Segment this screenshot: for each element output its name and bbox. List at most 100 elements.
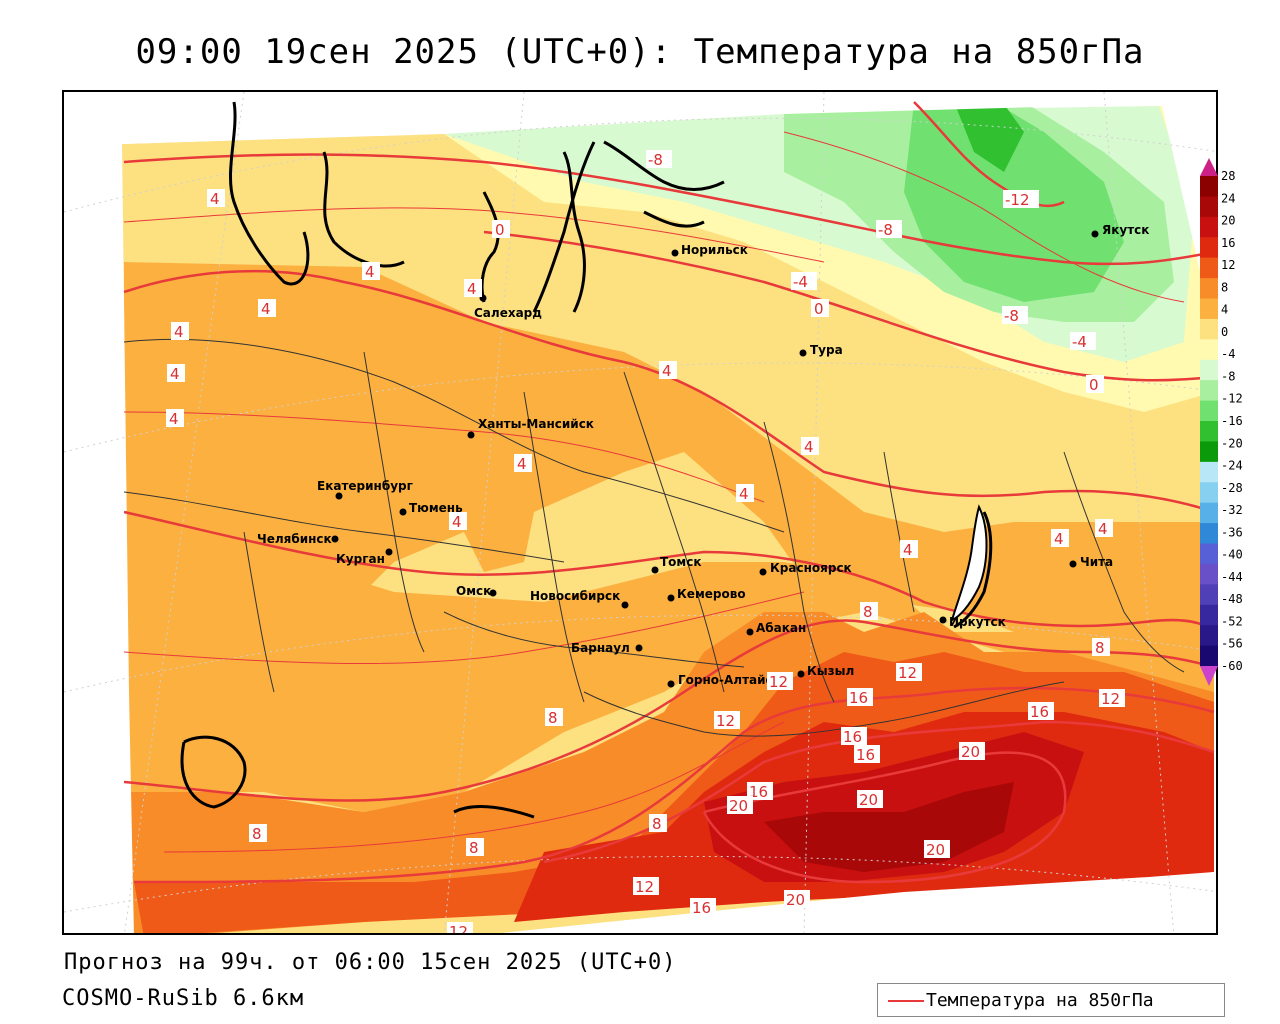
city-novosibirsk[interactable]: Новосибирск	[530, 589, 629, 609]
city-label: Салехард	[474, 306, 542, 320]
map-canvas: Якутск Норильск Салехард Тура Ханты-Манс…	[64, 92, 1216, 933]
svg-text:16: 16	[749, 783, 768, 801]
isoline-label: 16	[854, 745, 880, 764]
city-chita[interactable]: Чита	[1069, 555, 1114, 569]
city-label: Норильск	[681, 243, 748, 257]
city-tomsk[interactable]: Томск	[651, 555, 702, 574]
city-label: Красноярск	[770, 561, 852, 575]
colorbar-segment	[1200, 237, 1218, 259]
water-bodies	[950, 504, 988, 622]
colorbar-top-arrow	[1200, 158, 1218, 176]
colorbar-tick-label: -32	[1221, 503, 1243, 517]
colorbar-segment	[1200, 441, 1218, 463]
svg-text:4: 4	[739, 485, 749, 503]
isoline-label: 16	[847, 688, 873, 707]
legend-line-swatch	[888, 1000, 924, 1002]
city-kyzyl[interactable]: Кызыл	[797, 664, 855, 678]
isoline-label: 16	[1028, 702, 1054, 721]
colorbar-segment	[1200, 339, 1218, 361]
isoline-label: 8	[1092, 638, 1110, 657]
city-label: Кемерово	[677, 587, 746, 601]
colorbar-tick-label: -44	[1221, 570, 1243, 584]
colorbar-segment	[1200, 482, 1218, 504]
colorbar-segment	[1200, 176, 1218, 197]
isoline-label: 4	[207, 189, 225, 208]
city-omsk[interactable]: Омск	[456, 584, 497, 598]
city-krasnoyarsk[interactable]: Красноярск	[759, 561, 852, 576]
svg-text:20: 20	[926, 841, 945, 859]
city-label: Тюмень	[409, 501, 463, 515]
city-tyumen[interactable]: Тюмень	[399, 501, 464, 516]
city-label: Екатеринбург	[317, 479, 413, 493]
city-ekaterinburg[interactable]: Екатеринбург	[317, 479, 413, 500]
colorbar-segment	[1200, 584, 1218, 606]
isoline-label: 12	[714, 711, 740, 730]
isoline-label: 12	[633, 877, 659, 896]
svg-text:8: 8	[469, 839, 479, 857]
colorbar-segment	[1200, 563, 1218, 585]
field-minus16	[954, 102, 1024, 172]
city-gorno-altaysk[interactable]: Горно-Алтайск	[667, 673, 781, 688]
svg-text:-8: -8	[1004, 307, 1019, 325]
city-yakutsk[interactable]: Якутск	[1091, 223, 1150, 238]
colorbar-tick-label: -56	[1221, 637, 1243, 651]
colorbar-segment	[1200, 543, 1218, 565]
isoline-label: 4	[900, 540, 918, 559]
city-kemerovo[interactable]: Кемерово	[667, 587, 746, 602]
city-khanty-mansiysk[interactable]: Ханты-Мансийск	[467, 417, 594, 439]
city-label: Чита	[1080, 555, 1113, 569]
domain-cut-top	[64, 92, 1216, 144]
isoline-label: -4	[791, 272, 817, 291]
isoline-label: 20	[857, 790, 883, 809]
svg-text:16: 16	[849, 689, 868, 707]
city-abakan[interactable]: Абакан	[746, 621, 807, 636]
city-tura[interactable]: Тура	[799, 343, 843, 357]
isoline-label: 20	[784, 890, 810, 909]
colorbar-tick-label: -52	[1221, 614, 1243, 628]
svg-text:4: 4	[467, 280, 477, 298]
svg-text:-12: -12	[1005, 191, 1030, 209]
isoline-label: 4	[514, 454, 532, 473]
colorbar-tick-label: -4	[1221, 347, 1235, 361]
isoline-label: 16	[690, 898, 716, 917]
map-legend: Температура на 850гПа	[877, 983, 1225, 1017]
temperature-map[interactable]: Якутск Норильск Салехард Тура Ханты-Манс…	[62, 90, 1218, 935]
isoline-label: -12	[1003, 190, 1039, 209]
isoline-label: 20	[727, 796, 753, 815]
svg-text:20: 20	[859, 791, 878, 809]
isoline-label: 16	[747, 782, 773, 801]
city-irkutsk[interactable]: Иркутск	[939, 615, 1006, 629]
isoline-label: 4	[166, 409, 184, 428]
colorbar-segment	[1200, 604, 1218, 626]
isoline-label: 4	[1095, 519, 1113, 538]
city-barnaul[interactable]: Барнаул	[571, 641, 643, 655]
svg-text:4: 4	[261, 300, 271, 318]
field-4-8	[124, 262, 1214, 652]
svg-text:12: 12	[635, 878, 654, 896]
isoline-label: 4	[167, 364, 185, 383]
city-chelyabinsk[interactable]: Челябинск	[257, 532, 339, 546]
colorbar-labels: 28 24 20 16 12 8 4 0 -4 -8 -12 -16 -20 -24 -28 -32 -36 -4…	[1221, 169, 1243, 673]
domain-cut-left	[64, 92, 134, 933]
svg-text:12: 12	[1101, 690, 1120, 708]
isoline-label: 12	[896, 663, 922, 682]
svg-text:4: 4	[169, 410, 179, 428]
city-norilsk[interactable]: Норильск	[671, 243, 748, 257]
svg-text:-8: -8	[648, 151, 663, 169]
isoline-label: 4	[464, 279, 482, 298]
isoline-label: -8	[646, 150, 672, 169]
svg-text:4: 4	[1098, 520, 1108, 538]
city-kurgan[interactable]: Курган	[336, 548, 393, 567]
colorbar-tick-label: 12	[1221, 258, 1235, 272]
legend-label: Температура на 850гПа	[926, 990, 1154, 1011]
colorbar-segment	[1200, 461, 1218, 483]
isoline-label: 12	[1099, 689, 1125, 708]
colorbar-segment	[1200, 645, 1218, 667]
isoline-label: 8	[860, 602, 878, 621]
isoline-label: -8	[1002, 306, 1028, 325]
svg-text:12: 12	[769, 673, 788, 691]
svg-text:-4: -4	[1072, 333, 1087, 351]
svg-text:8: 8	[548, 709, 558, 727]
svg-text:12: 12	[898, 664, 917, 682]
svg-text:4: 4	[1054, 530, 1064, 548]
